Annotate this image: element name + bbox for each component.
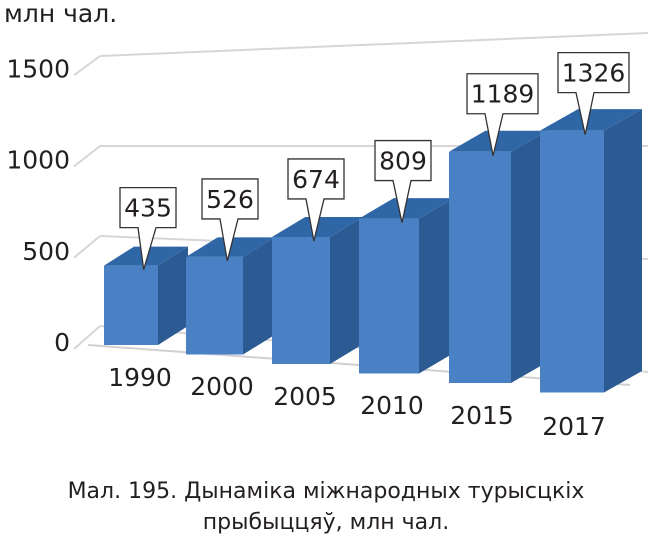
chart: млн чал. 0 500 1000 1500 435 526 674 809 1189 13…: [4, 0, 649, 441]
y-tick-label: 500: [22, 237, 70, 266]
x-tick-label: 2010: [360, 391, 424, 420]
data-label-text: 435: [124, 194, 172, 223]
bar-front: [186, 256, 243, 355]
data-label-callout: [466, 73, 539, 156]
bar-top: [359, 198, 454, 219]
bar-side: [419, 198, 454, 374]
bar-side: [158, 246, 188, 345]
data-label-text: 809: [379, 147, 427, 176]
x-tick-label: 2017: [542, 412, 606, 441]
data-label-text: 674: [292, 165, 340, 194]
data-label: 674: [287, 158, 345, 242]
data-label: 1189: [466, 73, 539, 156]
y-axis-ticks: 0 500 1000 1500: [6, 54, 70, 357]
data-label-callout: [374, 139, 432, 223]
x-tick-label: 1990: [108, 363, 172, 392]
x-tick-label: 2015: [450, 401, 514, 430]
x-tick-label: 2005: [273, 382, 337, 411]
bars: [104, 109, 642, 393]
bar: [540, 109, 642, 393]
figure-caption: Мал. 195. Дынаміка міжнародных турысцкіх…: [0, 476, 652, 538]
data-label: 526: [201, 178, 259, 262]
bar-top: [449, 130, 548, 152]
y-tick-label: 1500: [6, 54, 70, 83]
bar-side: [330, 216, 364, 364]
bar-front: [272, 236, 330, 364]
gridline-side: [73, 235, 101, 259]
bar: [359, 198, 454, 374]
bar-side: [243, 237, 275, 355]
data-label-callout: [201, 178, 259, 262]
bar-front: [359, 218, 419, 374]
caption-line-2: прыбыццяў, млн чал.: [202, 510, 450, 535]
x-tick-label: 2000: [190, 372, 254, 401]
gridline: [99, 32, 649, 57]
bar-side: [604, 109, 642, 393]
bar-front: [540, 130, 604, 393]
data-label-text: 526: [206, 185, 254, 214]
data-label-callout: [119, 186, 177, 270]
bar-side: [511, 130, 548, 383]
bar-top: [540, 109, 642, 131]
y-tick-label: 0: [54, 328, 70, 357]
x-axis-ticks: 1990 2000 2005 2010 2015 2017: [108, 363, 606, 441]
gridline-side: [73, 325, 101, 350]
gridline-side: [73, 145, 101, 168]
caption-line-1: Мал. 195. Дынаміка міжнародных турысцкіх: [67, 479, 585, 504]
bar: [449, 130, 548, 383]
gridline-side: [73, 55, 101, 77]
data-labels: 435 526 674 809 1189 1326: [119, 51, 630, 270]
y-axis-unit-label: млн чал.: [4, 0, 117, 28]
data-label-text: 1326: [562, 59, 626, 88]
bar-front: [104, 265, 158, 345]
data-label: 809: [374, 139, 432, 223]
bar: [272, 216, 364, 364]
data-label-callout: [287, 158, 345, 242]
data-label: 435: [119, 186, 177, 270]
data-label: 1326: [557, 51, 630, 135]
bar-front: [449, 151, 511, 383]
bar: [186, 237, 275, 355]
bar: [104, 246, 188, 345]
data-label-callout: [557, 51, 630, 135]
y-tick-label: 1000: [6, 146, 70, 175]
data-label-text: 1189: [471, 80, 535, 109]
